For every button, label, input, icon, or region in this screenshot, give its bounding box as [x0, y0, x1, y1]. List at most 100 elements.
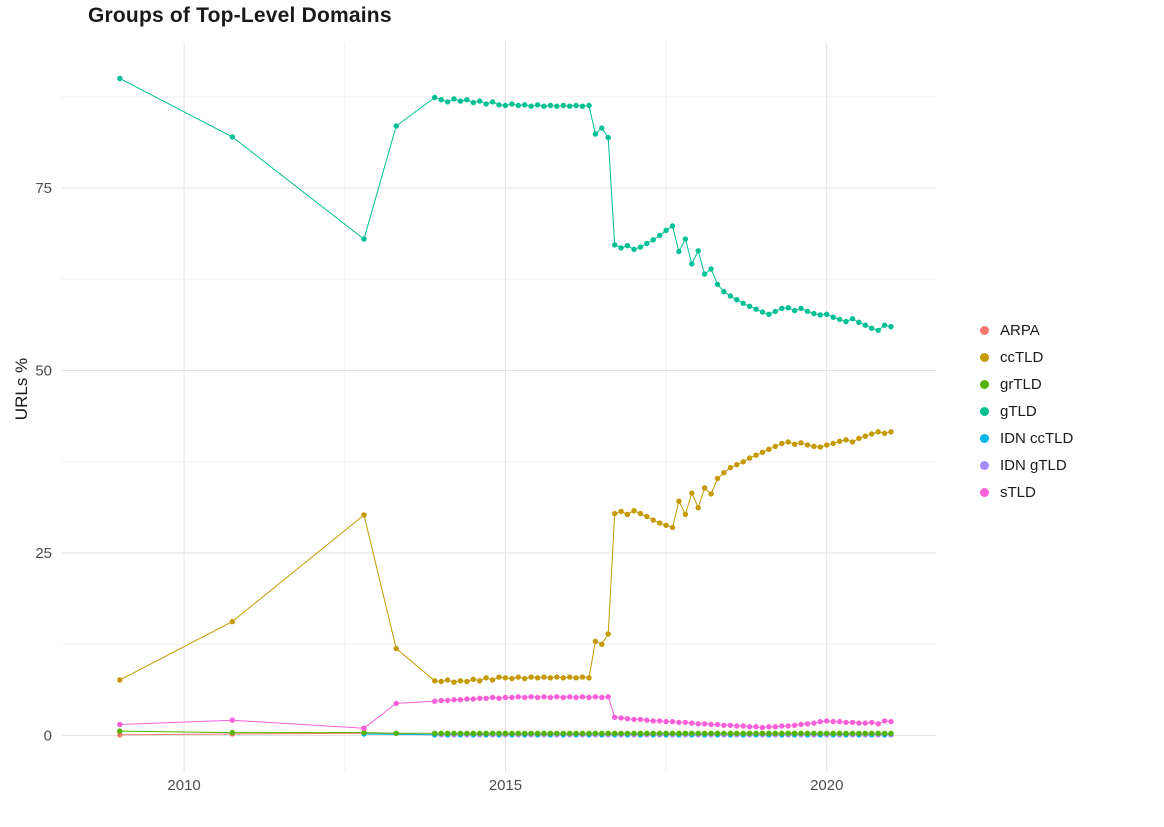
- data-point: [862, 322, 868, 328]
- data-point: [753, 452, 759, 458]
- data-point: [869, 431, 875, 437]
- y-tick-label: 75: [35, 180, 52, 197]
- data-point: [554, 730, 560, 736]
- data-point: [663, 718, 669, 725]
- data-point: [682, 719, 689, 726]
- data-point: [631, 508, 637, 514]
- data-point: [489, 694, 496, 701]
- data-point: [888, 730, 894, 736]
- data-point: [701, 271, 708, 277]
- data-point: [579, 103, 586, 109]
- legend-key-dot-icon: [980, 326, 989, 335]
- data-point: [721, 730, 727, 736]
- data-point: [869, 730, 875, 736]
- data-point: [804, 308, 811, 315]
- data-point: [701, 721, 708, 727]
- data-point: [117, 677, 123, 683]
- data-point: [734, 723, 740, 729]
- data-point: [528, 694, 534, 700]
- data-point: [451, 730, 457, 736]
- data-point: [817, 730, 823, 736]
- data-point: [451, 679, 457, 685]
- data-point: [489, 99, 496, 105]
- data-point: [624, 243, 631, 249]
- data-point: [708, 491, 714, 497]
- data-point: [567, 103, 573, 109]
- data-point: [432, 94, 438, 101]
- data-point: [689, 261, 695, 267]
- data-point: [547, 730, 554, 736]
- data-point: [727, 464, 734, 471]
- data-point: [759, 730, 766, 736]
- data-point: [759, 449, 766, 455]
- data-point: [502, 102, 509, 109]
- data-point: [438, 678, 444, 685]
- data-point: [772, 724, 778, 730]
- data-point: [881, 322, 888, 328]
- data-point: [489, 677, 496, 683]
- data-point: [457, 697, 464, 703]
- data-point: [361, 236, 367, 242]
- chart-title: Groups of Top-Level Domains: [88, 4, 392, 27]
- data-point: [824, 311, 830, 317]
- data-point: [779, 305, 785, 312]
- data-point: [862, 720, 868, 726]
- data-point: [830, 718, 836, 725]
- data-point: [534, 102, 541, 108]
- data-point: [798, 305, 804, 312]
- data-point: [502, 730, 509, 736]
- data-point: [470, 730, 476, 736]
- data-point: [701, 485, 708, 491]
- data-point: [470, 99, 476, 106]
- data-point: [483, 101, 489, 107]
- data-point: [438, 730, 444, 736]
- data-point: [766, 730, 772, 736]
- data-point: [869, 325, 875, 331]
- data-point: [117, 728, 123, 734]
- data-point: [624, 730, 631, 736]
- data-point: [650, 517, 656, 523]
- data-point: [612, 510, 618, 517]
- data-point: [502, 694, 509, 701]
- data-point: [824, 442, 830, 448]
- data-point: [605, 694, 611, 700]
- data-point: [657, 232, 663, 239]
- data-point: [515, 674, 521, 680]
- data-point: [464, 696, 470, 702]
- data-point: [444, 99, 451, 105]
- data-point: [824, 730, 830, 736]
- data-point: [631, 246, 637, 252]
- data-point: [740, 300, 746, 306]
- data-point: [811, 443, 817, 450]
- data-point: [612, 714, 618, 720]
- data-point: [740, 730, 746, 736]
- data-point: [849, 316, 856, 322]
- data-point: [682, 236, 689, 242]
- data-point: [875, 429, 881, 435]
- data-point: [759, 309, 766, 315]
- data-point: [573, 694, 579, 701]
- data-point: [547, 694, 554, 701]
- data-point: [515, 694, 521, 700]
- data-point: [856, 730, 862, 736]
- data-point: [534, 675, 541, 681]
- data-point: [438, 97, 444, 103]
- data-point: [714, 475, 721, 482]
- data-point: [496, 674, 502, 680]
- data-point: [856, 435, 862, 442]
- legend-key-dot-icon: [980, 353, 989, 362]
- data-point: [875, 327, 881, 334]
- data-point: [676, 498, 682, 504]
- data-point: [881, 730, 888, 736]
- data-point: [599, 730, 605, 736]
- data-point: [817, 312, 823, 318]
- data-point: [393, 123, 399, 129]
- data-point: [836, 730, 843, 736]
- data-point: [746, 730, 753, 736]
- data-point: [618, 245, 624, 251]
- data-point: [605, 631, 611, 637]
- data-point: [229, 618, 235, 625]
- data-point: [714, 281, 721, 288]
- legend-key-dot-icon: [980, 488, 989, 497]
- data-point: [862, 433, 868, 439]
